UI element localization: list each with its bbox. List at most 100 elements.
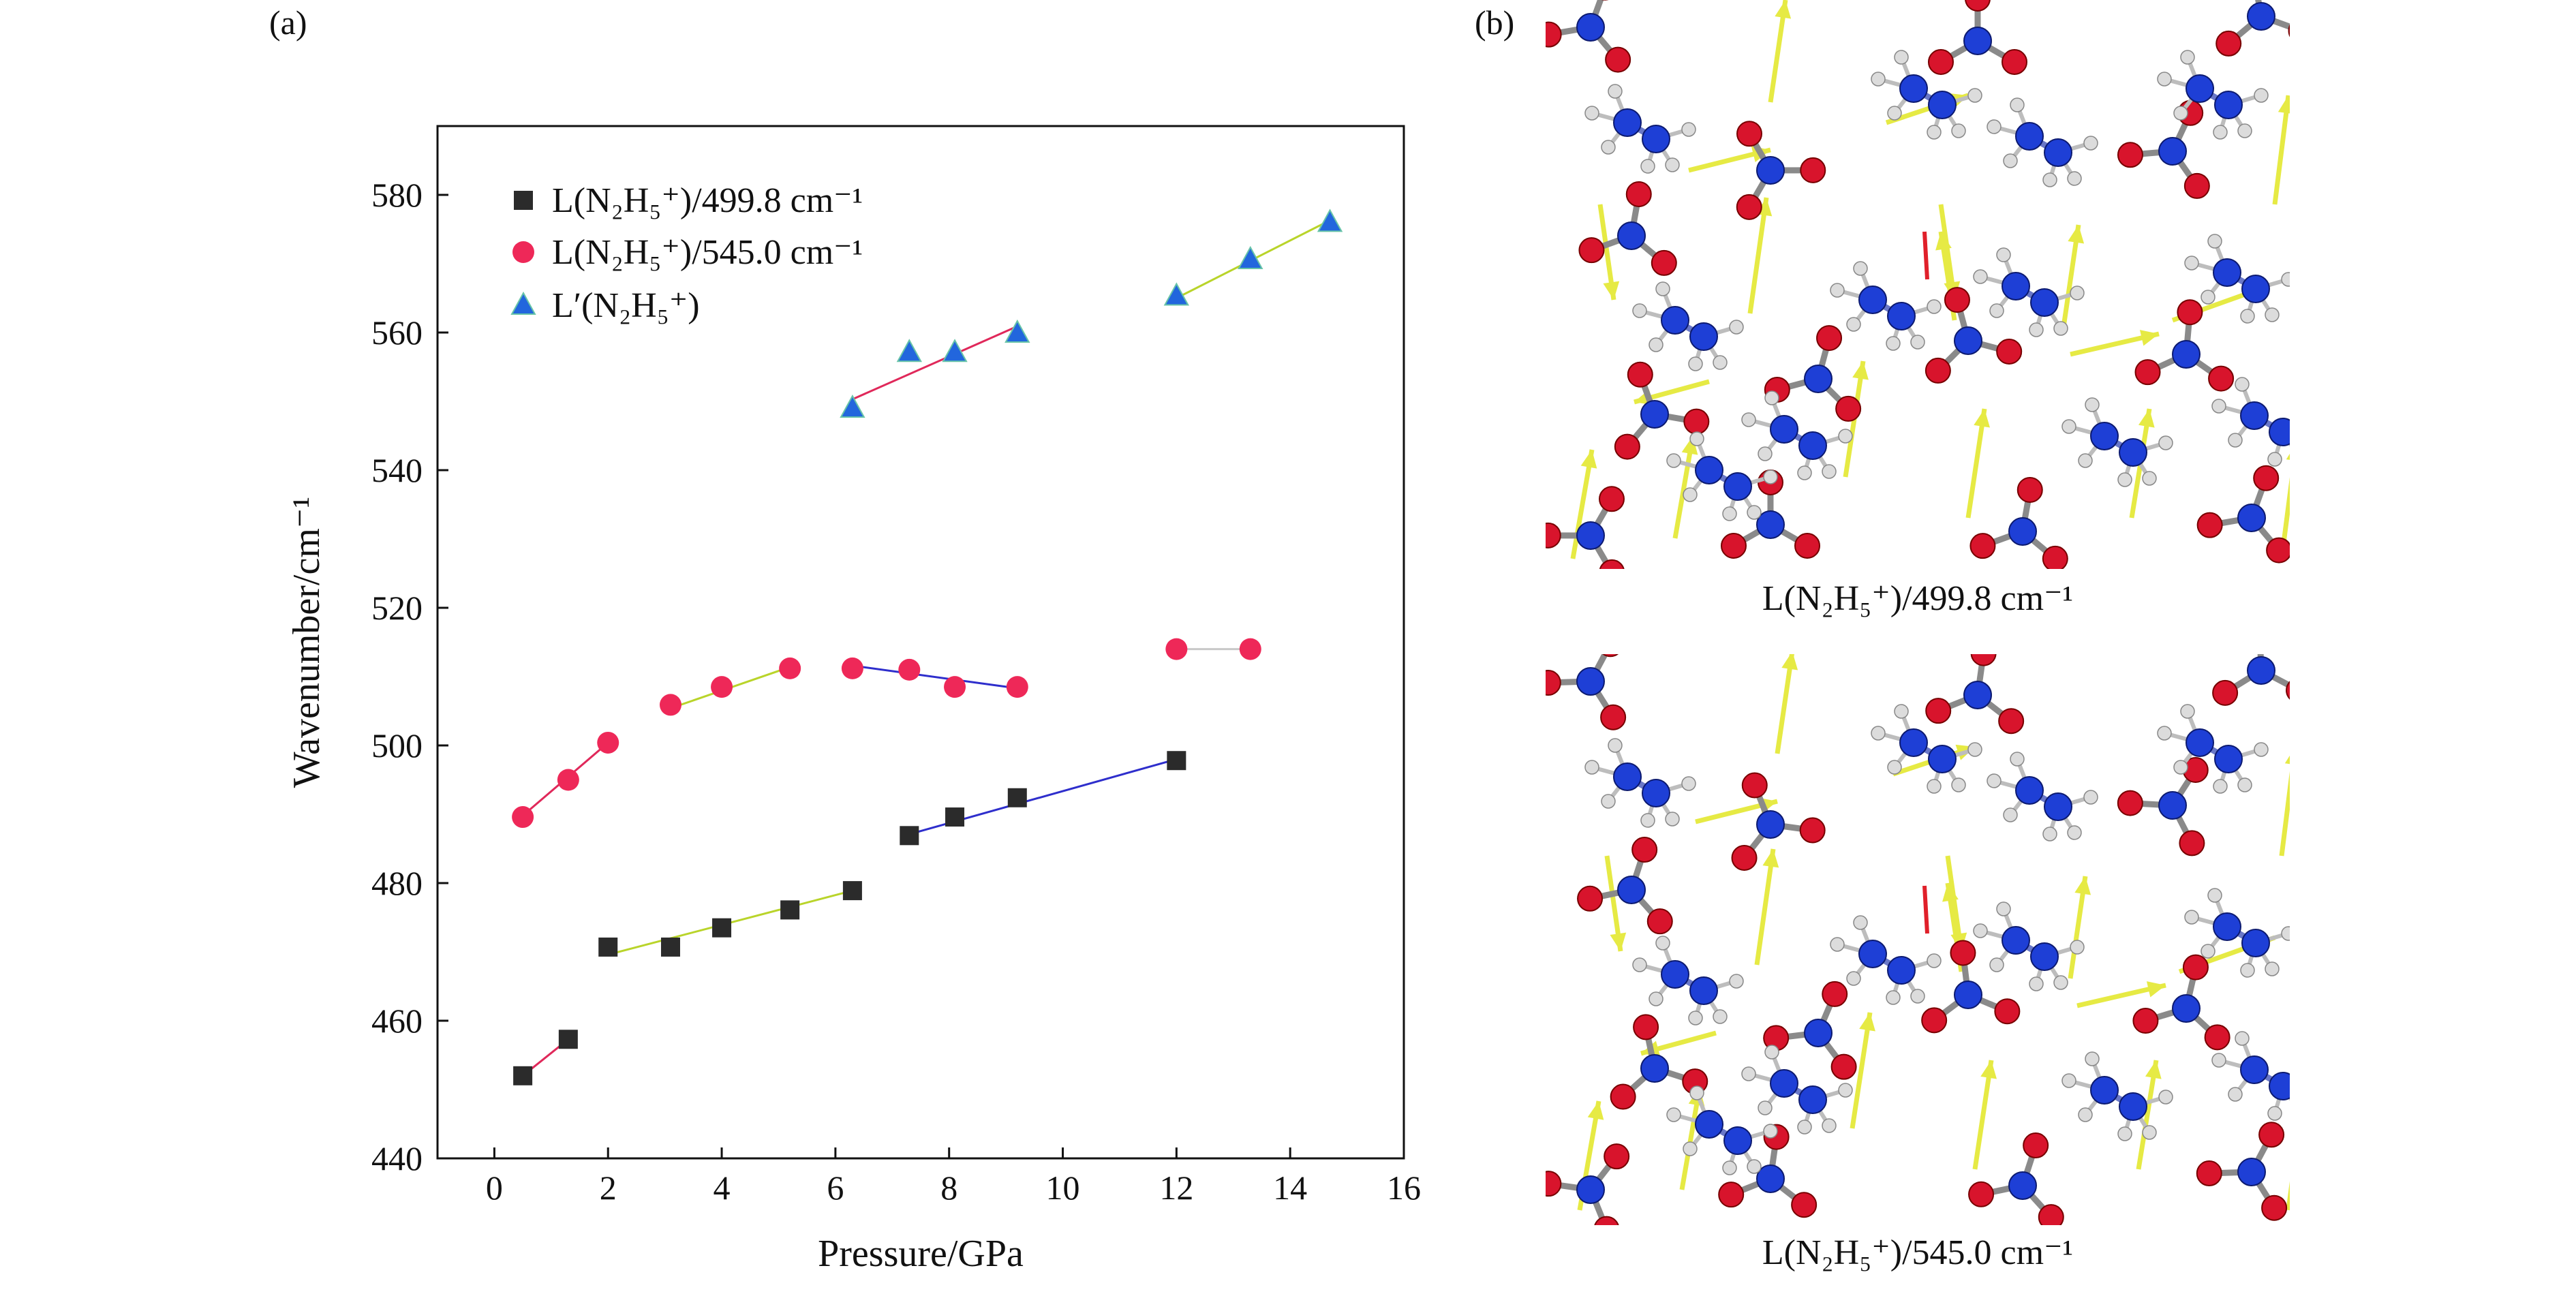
hydrogen-atom [2042, 172, 2057, 187]
oxygen-atom [1996, 338, 2023, 365]
x-tick-label: 12 [1159, 1169, 1193, 1207]
oxygen-atom [2177, 299, 2203, 326]
oxygen-atom [2266, 537, 2290, 564]
nitrogen-atom [2090, 422, 2119, 450]
displacement-arrow [1747, 197, 1769, 314]
arrow-head [2146, 981, 2166, 998]
crystal-structure-top [1546, 0, 2290, 569]
hydrogen-atom [1655, 936, 1670, 951]
oxygen-atom [1594, 1216, 1619, 1225]
panel-b-label: (b) [1475, 3, 1515, 42]
hydrogen-atom [1689, 1085, 1704, 1100]
hydrogen-atom [1830, 283, 1845, 298]
nitrogen-atom [2241, 275, 2270, 303]
hydrogen-atom [1987, 119, 2002, 134]
nitrogen-atom [2237, 504, 2266, 532]
hydrogen-atom [2207, 888, 2222, 903]
hydrogen-atom [2201, 290, 2215, 305]
oxygen-atom [2261, 1194, 2288, 1221]
nitrogen-atom [1954, 326, 1982, 355]
nitrogen-atom [1689, 322, 1718, 351]
nitrogen-atom [2044, 138, 2072, 167]
nitrogen-atom [1770, 415, 1798, 444]
hydrogen-atom [2003, 153, 2018, 168]
nitrogen-atom [1928, 745, 1957, 773]
oxygen-atom [1651, 249, 1677, 276]
mode-visualization-bottom [1546, 654, 2290, 1225]
hydrogen-atom [2207, 234, 2222, 249]
hydrogen-atom [1951, 123, 1966, 138]
hydrogen-atom [1973, 269, 1988, 284]
hydrogen-atom [2078, 453, 2093, 468]
data-point-s1-5 [779, 657, 801, 679]
arrow-head [1852, 361, 1869, 380]
hydrogen-atom [1681, 776, 1696, 791]
nitrogen-atom [2002, 272, 2030, 300]
oxygen-atom [1816, 325, 1843, 352]
oxygen-atom [1969, 533, 1996, 559]
displacement-arrow [2286, 1181, 2290, 1211]
hydrogen-atom [1666, 453, 1681, 468]
oxygen-atom [1627, 361, 1653, 388]
nitrogen-atom [1798, 431, 1827, 460]
y-tick-label: 520 [371, 589, 423, 627]
hydrogen-atom [2085, 1051, 2100, 1066]
hydrogen-atom [1886, 990, 1901, 1005]
data-point-s1-6 [841, 657, 863, 679]
nitrogen-atom [2119, 438, 2147, 467]
displacement-arrow [1570, 449, 1595, 559]
y-tick-label: 580 [371, 176, 423, 214]
hydrogen-atom [2228, 433, 2243, 448]
data-point-s1-1 [557, 769, 579, 791]
hydrogen-atom [1688, 356, 1703, 371]
nitrogen-atom [1954, 981, 1982, 1009]
hydrogen-atom [1666, 1107, 1681, 1122]
hydrogen-atom [2067, 825, 2082, 840]
hydrogen-atom [2067, 171, 2082, 186]
arrow-head [2145, 1060, 2162, 1079]
nitrogen-atom [1689, 976, 1718, 1005]
oxygen-atom [1631, 837, 1658, 863]
hydrogen-atom [1927, 125, 1942, 140]
data-point-s2-6 [1317, 209, 1343, 232]
nitrogen-atom [1640, 1054, 1669, 1083]
pressure-wavenumber-chart: 0 2 4 6 8 10 12 14 16 440 460 480 500 520 540 560 580 Pre… [286, 125, 1421, 1275]
oxygen-atom [1970, 654, 1997, 666]
hydrogen-atom [1927, 779, 1942, 794]
nitrogen-atom [1887, 302, 1916, 330]
oxygen-atom [1602, 654, 1619, 658]
hydrogen-atom [1846, 317, 1861, 332]
nitrogen-atom [1858, 286, 1887, 314]
hydrogen-atom [2180, 704, 2195, 719]
nitrogen-atom [1804, 365, 1833, 393]
hydrogen-atom [2142, 1125, 2157, 1140]
hydrogen-atom [2254, 88, 2269, 103]
oxygen-atom [1925, 357, 1951, 384]
arrow-head [1610, 932, 1627, 951]
hydrogen-atom [2053, 975, 2068, 990]
oxygen-atom [1610, 1083, 1636, 1110]
nitrogen-atom [2002, 926, 2030, 955]
arrow-head [2139, 330, 2159, 346]
hydrogen-atom [1846, 971, 1861, 986]
oxygen-atom [2258, 1122, 2285, 1148]
oxygen-atom [1599, 486, 1625, 512]
nitrogen-atom [2044, 792, 2072, 821]
oxygen-atom [2017, 476, 2043, 503]
data-point-s1-10 [1165, 638, 1188, 660]
displacement-arrow [1754, 848, 1776, 966]
oxygen-atom [2253, 465, 2280, 491]
oxygen-atom [1998, 708, 2025, 735]
hydrogen-atom [1830, 937, 1845, 952]
hydrogen-atom [2240, 309, 2255, 324]
crystal-structure-bottom [1546, 654, 2290, 1225]
legend-label-1: L(N₂H₅⁺)/545.0 cm⁻¹ [552, 233, 863, 272]
hydrogen-atom [1608, 738, 1623, 753]
hydrogen-atom [1689, 431, 1704, 446]
arrow-head [1974, 409, 1991, 428]
panel-a-label: (a) [269, 3, 307, 42]
nitrogen-atom [1617, 221, 1646, 250]
oxygen-atom [1830, 1053, 1857, 1080]
nitrogen-atom [1899, 728, 1928, 757]
hydrogen-atom [2003, 807, 2018, 822]
